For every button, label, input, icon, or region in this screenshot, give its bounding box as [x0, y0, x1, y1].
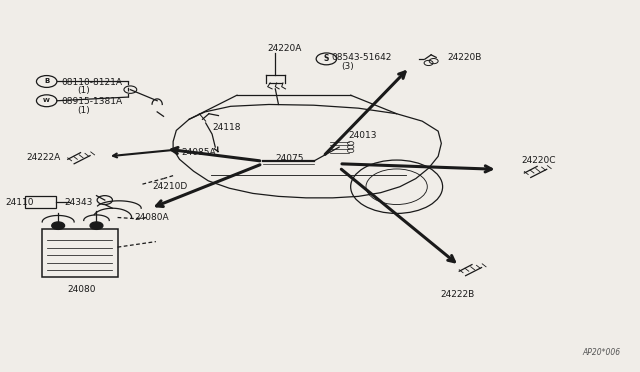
Circle shape [90, 222, 103, 230]
Text: 24013: 24013 [349, 131, 377, 141]
Text: 24080: 24080 [68, 285, 96, 294]
Text: 24222A: 24222A [26, 153, 61, 161]
Text: (3): (3) [341, 62, 354, 71]
Text: 08915-1381A: 08915-1381A [61, 97, 122, 106]
Text: 08543-51642: 08543-51642 [332, 53, 392, 62]
Text: 24080A: 24080A [135, 213, 170, 222]
Text: W: W [44, 98, 50, 103]
Text: 24220A: 24220A [268, 44, 302, 53]
Text: 24118: 24118 [212, 123, 241, 132]
Text: 24110: 24110 [6, 198, 35, 207]
Text: 24222B: 24222B [440, 290, 474, 299]
Text: S: S [324, 54, 329, 63]
Text: 24210D: 24210D [153, 182, 188, 191]
Text: (1): (1) [77, 86, 90, 95]
Text: 24085A: 24085A [181, 148, 216, 157]
Text: 24075: 24075 [275, 154, 304, 163]
Text: 24220B: 24220B [448, 53, 482, 62]
Circle shape [52, 222, 65, 230]
Text: (1): (1) [77, 106, 90, 115]
Text: 24220C: 24220C [521, 155, 556, 164]
Text: 08110-8121A: 08110-8121A [61, 78, 122, 87]
Text: AP20*006: AP20*006 [582, 348, 620, 357]
Text: B: B [44, 78, 49, 84]
Text: 24343: 24343 [65, 198, 93, 207]
